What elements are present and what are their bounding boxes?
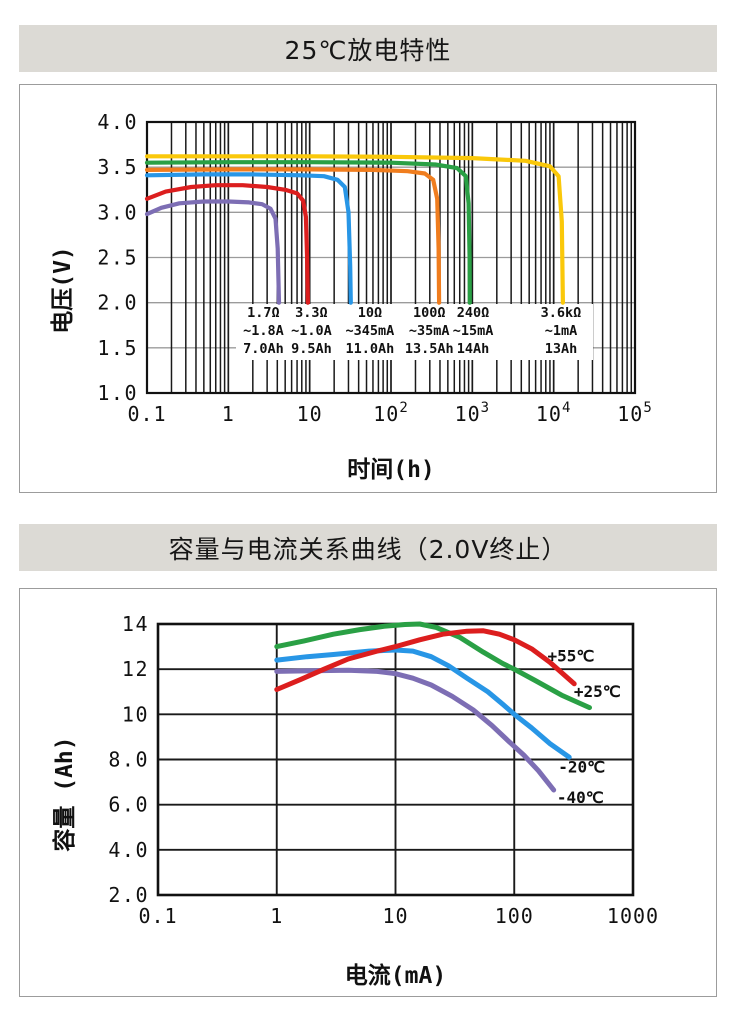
discharge-characteristics-chart: 1.7Ω~1.8A7.0Ah3.3Ω~1.0A9.5Ah10Ω~345mA11.…: [50, 110, 653, 483]
x-tick-label: 10: [297, 402, 323, 426]
capacity-chart-panel: 14 12 10 8.0 6.0 4.0 2.0 0.1 1 10 100 1000 电流(mA) 容量 …: [19, 588, 717, 997]
annotation-text: 3.6kΩ: [541, 305, 582, 321]
series-label: +55℃: [547, 647, 594, 666]
x-tick-label: 104: [536, 400, 572, 426]
annotation-text: 7.0Ah: [243, 341, 284, 357]
curve-load-3_3ohm: [144, 183, 310, 305]
curve-temp-minus40: [274, 667, 557, 793]
y-axis-label: 容量 (Ah): [51, 736, 78, 851]
annotation-text: 14Ah: [457, 341, 490, 357]
annotation-text: ~15mA: [453, 323, 494, 339]
y-tick-label: 4.0: [108, 838, 149, 862]
annotation-text: ~1.0A: [291, 323, 332, 339]
annotation-text: 10Ω: [358, 305, 382, 321]
x-tick-label: 102: [373, 400, 409, 426]
y-tick-label: 1.0: [97, 381, 138, 405]
annotation-text: 1.7Ω: [247, 305, 280, 321]
series-label: -40℃: [557, 788, 604, 807]
annotation-text: ~1.8A: [243, 323, 284, 339]
y-tick-label: 12: [122, 657, 149, 681]
annotation-text: 240Ω: [457, 305, 490, 321]
section-title-capacity-text: 容量与电流关系曲线（2.0V终止）: [168, 534, 568, 564]
series-label: +25℃: [574, 682, 621, 701]
annotation-text: 3.3Ω: [295, 305, 328, 321]
curve-temp-plus55: [274, 628, 577, 692]
annotation-text: 13Ah: [545, 341, 578, 357]
annotation-text: 9.5Ah: [291, 341, 332, 357]
x-tick-label: 100: [495, 904, 534, 928]
y-tick-label: 4.0: [97, 110, 138, 134]
y-tick-label: 2.0: [97, 291, 138, 315]
y-tick-label: 3.5: [97, 155, 138, 179]
y-tick-label: 1.5: [97, 336, 138, 360]
plot-frame: [145, 120, 637, 395]
section-title-capacity: 容量与电流关系曲线（2.0V终止）: [19, 524, 717, 571]
y-tick-label: 2.0: [108, 883, 149, 907]
x-tick-label: 1000: [607, 904, 659, 928]
curve-temp-minus20: [274, 647, 572, 760]
annotation-text: 100Ω: [413, 305, 446, 321]
x-tick-label: 10: [382, 904, 408, 928]
x-tick-label: 1: [222, 402, 235, 426]
curve-load-1_7ohm: [144, 199, 282, 305]
curve-load-3_6kohm: [144, 154, 565, 305]
y-tick-label: 10: [122, 702, 149, 726]
x-axis-label: 电流(mA): [345, 962, 446, 989]
annotation-text: 13.5Ah: [405, 341, 454, 357]
x-tick-label: 1: [270, 904, 283, 928]
curve-load-10ohm: [144, 172, 353, 305]
y-tick-label: 3.0: [97, 200, 138, 224]
discharge-chart-panel: 1.7Ω ~1.8A 7.0Ah 3.3Ω ~1.0A 9.5Ah 10Ω ~345mA 11.…: [19, 84, 717, 493]
section-title-discharge-text: 25℃放电特性: [284, 35, 452, 65]
annotation-text: ~345mA: [345, 323, 394, 339]
x-tick-label: 103: [455, 400, 491, 426]
capacity-vs-current-chart: 14 12 10 8.0 6.0 4.0 2.00.1 1 10 100 1000 电流(mA) 容量 …: [51, 612, 659, 989]
section-title-discharge: 25℃放电特性: [19, 25, 717, 72]
y-tick-label: 8.0: [108, 748, 149, 772]
x-tick-label: 0.1: [138, 904, 177, 928]
annotation-text: ~1mA: [545, 323, 578, 339]
x-tick-label: 105: [617, 400, 653, 426]
annotation-text: 11.0Ah: [345, 341, 394, 357]
y-tick-label: 6.0: [108, 793, 149, 817]
curve-load-100ohm: [144, 167, 442, 305]
y-axis-label: 电压(V): [50, 246, 76, 334]
x-axis-label: 时间(h): [347, 457, 435, 483]
series-label: -20℃: [558, 757, 605, 776]
y-tick-label: 14: [122, 612, 149, 636]
annotation-text: ~35mA: [409, 323, 450, 339]
curve-load-240ohm: [144, 160, 472, 305]
y-tick-label: 2.5: [97, 246, 138, 270]
annotation-band: [236, 304, 593, 360]
curve-temp-plus25: [274, 621, 592, 711]
x-tick-label: 0.1: [127, 402, 166, 426]
